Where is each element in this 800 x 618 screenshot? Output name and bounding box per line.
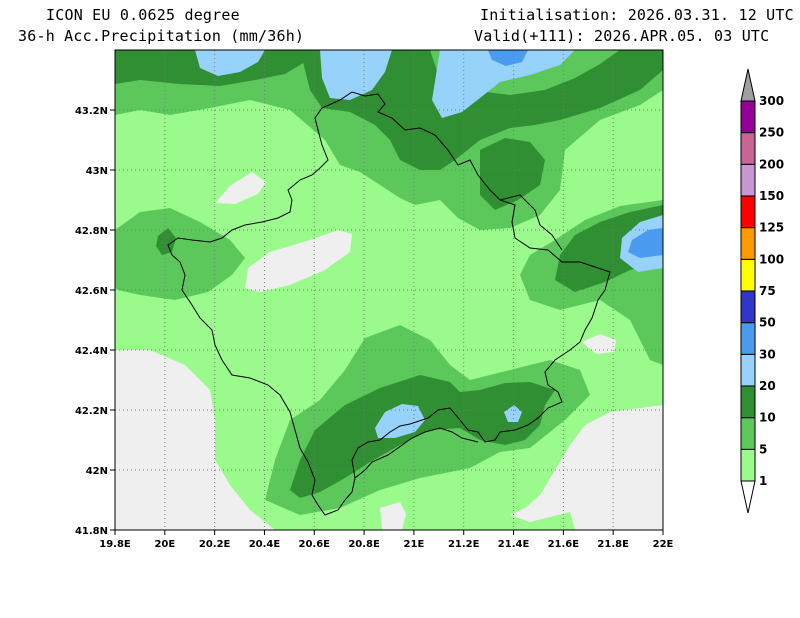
- x-tick-label: 21.2E: [448, 539, 480, 550]
- x-tick-label: 22E: [653, 539, 674, 550]
- x-tick-label: 20.2E: [199, 539, 231, 550]
- dry-area-north: [215, 172, 266, 204]
- colorbar-swatch: [740, 227, 756, 260]
- x-tick-label: 21.8E: [597, 539, 629, 550]
- valid-time: Valid(+111): 2026.APR.05. 03 UTC: [474, 27, 770, 45]
- dry-area-central-south: [380, 502, 406, 530]
- colorbar-level-label: 10: [759, 411, 776, 425]
- colorbar: 1 5 10 20 30 50 75 100 125 150 200 250 300: [740, 68, 784, 514]
- colorbar-level-label: 50: [759, 316, 776, 330]
- colorbar-swatch: [740, 448, 756, 482]
- precip-band-20-30-north-1: [195, 50, 265, 76]
- precip-band-10-20-north: [300, 50, 663, 170]
- precip-band-20-30-north-2: [320, 50, 392, 100]
- y-tick-label: 42.8N: [75, 226, 108, 237]
- country-border-kosovo: [499, 194, 563, 251]
- colorbar-swatch: [740, 163, 756, 197]
- y-tick-label: 42.4N: [75, 346, 108, 357]
- x-tick-label: 21E: [404, 539, 425, 550]
- colorbar-swatch: [740, 132, 756, 165]
- dry-area-east: [582, 334, 616, 354]
- colorbar-level-label: 30: [759, 347, 776, 361]
- precip-band-20-30-south: [375, 404, 425, 438]
- x-tick-label: 20.6E: [299, 539, 331, 550]
- dry-area-central-west: [245, 230, 352, 292]
- precip-band-20-30-southeast: [504, 405, 522, 422]
- y-tick-label: 42.2N: [75, 406, 108, 417]
- colorbar-upper-extension: [740, 68, 756, 102]
- colorbar-swatch: [740, 322, 756, 355]
- precip-band-10-20-south: [290, 375, 555, 498]
- colorbar-level-label: 125: [759, 221, 784, 235]
- dry-area-southwest: [115, 350, 275, 530]
- x-tick-label: 20.8E: [348, 539, 380, 550]
- precip-band-10-20-northeast: [480, 138, 545, 210]
- x-tick-label: 19.8E: [99, 539, 131, 550]
- colorbar-level-label: 250: [759, 126, 784, 140]
- colorbar-level-label: 20: [759, 379, 776, 393]
- x-tick-label: 20E: [154, 539, 175, 550]
- country-border-macedonia: [354, 427, 479, 479]
- colorbar-swatch: [740, 353, 756, 387]
- y-tick-label: 43.2N: [75, 106, 108, 117]
- country-border-west: [167, 91, 611, 516]
- grid-lines: [115, 50, 663, 530]
- y-tick-label: 43N: [86, 166, 108, 177]
- colorbar-swatch: [740, 258, 756, 292]
- y-tick-label: 42.6N: [75, 286, 108, 297]
- colorbar-swatch: [740, 195, 756, 229]
- colorbar-level-label: 300: [759, 94, 784, 108]
- x-axis: 19.8E 20E 20.2E 20.4E 20.6E 20.8E 21E 21.2E 21.4…: [99, 530, 674, 550]
- x-tick-label: 21.4E: [498, 539, 530, 550]
- y-tick-label: 42N: [86, 466, 108, 477]
- colorbar-swatch: [740, 290, 756, 324]
- y-axis: 41.8N 42N 42.2N 42.4N 42.6N 42.8N 43N 43.2N: [75, 106, 115, 537]
- colorbar-level-label: 5: [759, 442, 767, 456]
- colorbar-level-label: 75: [759, 284, 776, 298]
- colorbar-lower-extension: [740, 480, 756, 514]
- colorbar-level-label: 100: [759, 252, 784, 266]
- dry-area-southeast: [510, 405, 663, 530]
- precip-band-20-30-north-3: [432, 50, 575, 118]
- init-time: Initialisation: 2026.03.31. 12 UTC: [480, 6, 794, 24]
- colorbar-level-label: 150: [759, 189, 784, 203]
- y-tick-label: 41.8N: [75, 526, 108, 537]
- precip-band-30-50-east: [628, 228, 663, 258]
- colorbar-swatch: [740, 100, 756, 134]
- precip-field: [115, 50, 663, 530]
- precip-band-5-10-west: [115, 208, 245, 300]
- x-tick-label: 20.4E: [249, 539, 281, 550]
- field-title: 36-h Acc.Precipitation (mm/36h): [18, 27, 305, 45]
- colorbar-level-label: 200: [759, 157, 784, 171]
- colorbar-swatch: [740, 385, 756, 419]
- precip-band-30-50-north: [488, 50, 528, 66]
- precip-band-10-20-west: [156, 228, 176, 255]
- colorbar-swatch: [740, 417, 756, 450]
- x-tick-label: 21.6E: [548, 539, 580, 550]
- model-title: ICON EU 0.0625 degree: [46, 6, 240, 24]
- colorbar-level-label: 1: [759, 474, 767, 488]
